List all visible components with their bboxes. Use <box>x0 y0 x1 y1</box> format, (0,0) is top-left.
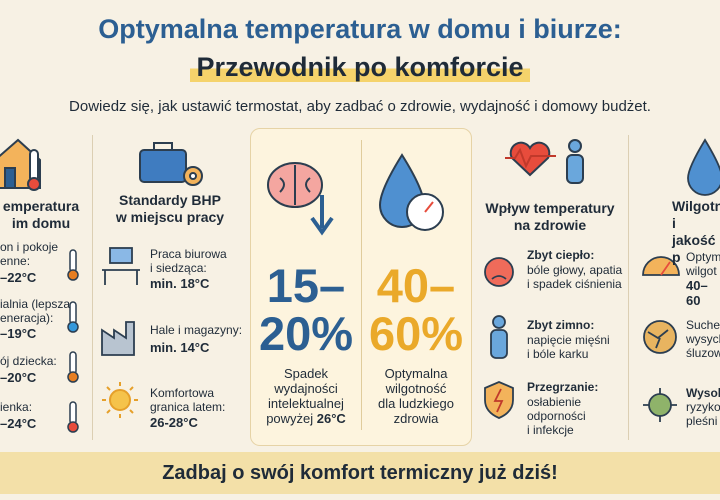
home-value: –19°C <box>0 326 37 341</box>
home-value: –24°C <box>0 416 37 431</box>
divider <box>361 140 362 430</box>
house-icon <box>0 138 41 191</box>
home-item: ialnia (lepsza eneracja): <box>0 297 71 325</box>
health-text: osłabienie odporności i infekcje <box>527 395 586 437</box>
desk-icon <box>102 247 140 285</box>
drop-icon <box>378 153 444 231</box>
title: Optymalna temperatura w domu i biurze: <box>98 14 622 44</box>
humidity-label: Optym wilgot <box>686 250 720 278</box>
stat-value: 40– 60% <box>368 259 464 360</box>
subtitle: Dowiedz się, jak ustawić termostat, aby … <box>69 98 651 115</box>
health-icons <box>484 257 514 419</box>
home-item: ój dziecka: <box>0 354 57 368</box>
brain-icon <box>267 162 334 236</box>
health-label: Zbyt zimno: <box>527 318 595 332</box>
home-value: –22°C <box>0 270 37 285</box>
work-item: Komfortowa granica latem: <box>150 386 226 414</box>
humidity-title: Wilgotn i jakość p <box>672 198 720 265</box>
health-label: Przegrzanie: <box>527 380 599 394</box>
stat-text: Spadek wydajności intelektualnej powyżej <box>266 366 344 426</box>
health-text: bóle głowy, apatia i spadek ciśnienia <box>527 263 623 291</box>
health-label: Zbyt ciepło: <box>527 248 595 262</box>
home-title: emperatura im domu <box>2 198 80 231</box>
humidity-value: ryzyko pleśni <box>686 400 720 428</box>
work-item: Praca biurowa i siedząca: <box>150 247 227 275</box>
work-title: Standardy BHP w miejscu pracy <box>115 192 225 225</box>
stat-value: 15– 20% <box>258 259 354 360</box>
humidity-label: Suche wysych śluzow <box>686 318 720 360</box>
work-value: min. 14°C <box>150 340 210 355</box>
humidity-icons <box>642 138 720 422</box>
sun-icon <box>102 382 138 418</box>
thermometer-icons <box>67 249 79 433</box>
stat-desc: Spadek wydajności intelektualnej powyżej… <box>252 366 360 426</box>
footer: Zadbaj o swój komfort termiczny już dziś… <box>0 452 720 494</box>
stat-bold: 26°C <box>316 411 346 426</box>
title-line2: Przewodnik po komforcie <box>190 52 530 82</box>
title-highlight: Przewodnik po komforcie <box>0 52 720 83</box>
work-value: 26-28°C <box>150 415 198 430</box>
humidity-label: Wysok <box>686 386 720 400</box>
home-item: ienka: <box>0 400 33 414</box>
briefcase-icon <box>139 142 203 186</box>
work-value: min. 18°C <box>150 276 210 291</box>
health-title: Wpływ temperatury na zdrowie <box>485 200 615 233</box>
stat-text: Optymalna wilgotność dla ludzkiego zdrow… <box>378 366 454 426</box>
work-item: Hale i magazyny: <box>150 323 243 337</box>
home-value: –20°C <box>0 370 37 385</box>
divider <box>92 135 93 440</box>
heart-icon <box>505 139 584 184</box>
footer-text: Zadbaj o swój komfort termiczny już dziś… <box>162 462 558 484</box>
stat-desc: Optymalna wilgotność dla ludzkiego zdrow… <box>362 366 470 426</box>
home-item: on i pokoje enne: <box>0 240 59 268</box>
humidity-value: 40–60 <box>686 278 708 308</box>
divider <box>628 135 629 440</box>
health-text: napięcie mięśni i bóle karku <box>527 333 610 361</box>
factory-icon <box>101 321 135 356</box>
